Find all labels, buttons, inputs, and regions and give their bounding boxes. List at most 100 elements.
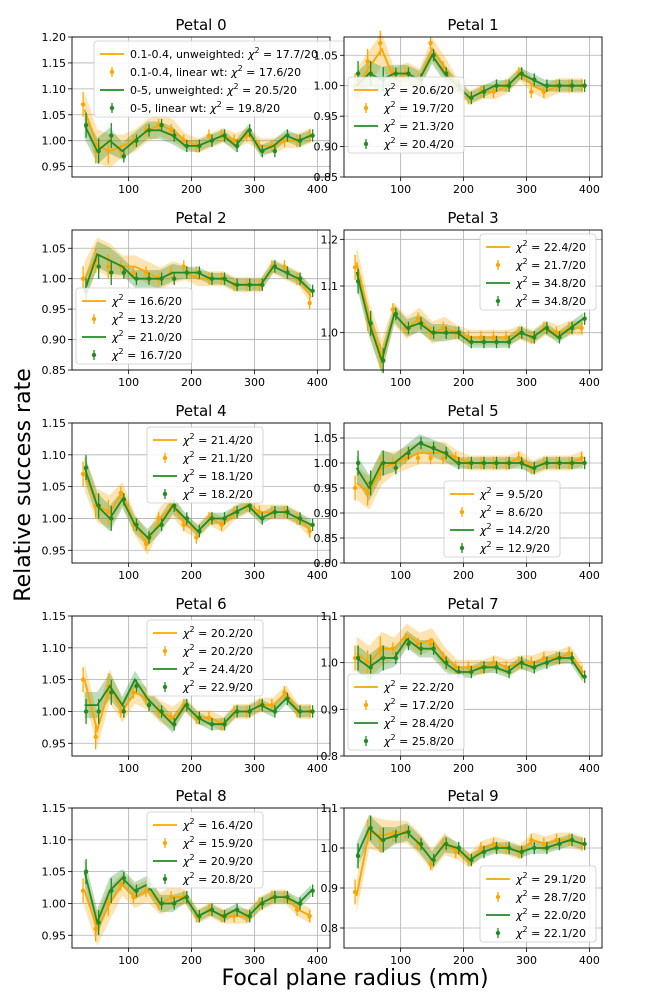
data-point bbox=[569, 655, 575, 661]
data-point bbox=[143, 270, 149, 275]
legend-entry: χ2 = 18.1/20 bbox=[182, 468, 253, 483]
y-tick-label: 1.05 bbox=[42, 109, 67, 122]
legend: χ2 = 20.6/20 χ2 = 19.7/20 χ2 = 21.3/20 χ2 =… bbox=[347, 76, 465, 154]
legend-entry: χ2 = 8.6/20 bbox=[479, 504, 543, 519]
data-point bbox=[294, 907, 300, 913]
y-axis-label: Relative success rate bbox=[11, 368, 36, 601]
legend-entry: χ2 = 20.2/20 bbox=[182, 643, 253, 658]
y-tick-label: 1.05 bbox=[42, 674, 67, 687]
data-point bbox=[582, 674, 587, 679]
data-point bbox=[234, 509, 240, 515]
legend-entry: χ2 = 21.1/20 bbox=[182, 450, 253, 465]
y-tick-label: 1.00 bbox=[42, 897, 67, 910]
x-tick-label: 300 bbox=[516, 376, 537, 389]
data-point bbox=[381, 460, 386, 466]
data-point bbox=[260, 148, 265, 154]
data-point bbox=[181, 264, 186, 269]
y-tick-label: 1.1 bbox=[321, 802, 339, 815]
data-point bbox=[506, 845, 512, 851]
x-tick-label: 400 bbox=[307, 954, 328, 967]
band-0-5-unweighted bbox=[84, 112, 312, 165]
legend-box bbox=[146, 811, 264, 889]
legend-entry: χ2 = 34.8/20 bbox=[515, 275, 586, 290]
data-point bbox=[146, 276, 152, 281]
data-point bbox=[209, 907, 215, 913]
y-tick-label: 1.10 bbox=[42, 83, 67, 96]
legend-entry: χ2 = 16.4/20 bbox=[182, 817, 253, 832]
data-point bbox=[121, 154, 127, 159]
legend-marker-swatch bbox=[495, 298, 501, 304]
y-tick-label: 0.90 bbox=[314, 507, 339, 520]
y-tick-label: 1.05 bbox=[42, 242, 67, 255]
data-point bbox=[428, 40, 433, 46]
data-point bbox=[579, 325, 584, 331]
data-point bbox=[118, 882, 124, 887]
data-point bbox=[131, 690, 136, 695]
data-point bbox=[83, 465, 89, 470]
data-point bbox=[307, 913, 312, 919]
data-point bbox=[469, 460, 474, 466]
legend-box bbox=[479, 865, 597, 943]
data-point bbox=[494, 83, 499, 88]
x-tick-label: 300 bbox=[516, 762, 537, 775]
data-point bbox=[431, 330, 436, 335]
legend: χ2 = 20.2/20 χ2 = 20.2/20 χ2 = 24.4/20 χ2 =… bbox=[146, 619, 264, 697]
legend-box bbox=[75, 287, 193, 365]
data-point bbox=[118, 490, 124, 496]
y-tick-label: 1.1 bbox=[321, 610, 339, 623]
panel-petal-6: 0.95 1.00 1.05 1.10 1.15 100 200 300 400 Petal 6 χ… bbox=[42, 595, 331, 775]
data-point bbox=[494, 339, 499, 345]
y-tick-label: 1.0 bbox=[321, 327, 339, 340]
panel-petal-5: 0.80 0.85 0.90 0.95 1.00 1.05 100 200 300 400 Peta… bbox=[314, 402, 603, 582]
panel-petal-3: 1.0 1.1 1.2 100 200 300 400 Petal 3 χ2 = 22.4/20… bbox=[321, 209, 603, 389]
data-point bbox=[159, 522, 164, 528]
data-point bbox=[355, 655, 361, 661]
legend-entry: χ2 = 22.1/20 bbox=[515, 925, 586, 940]
data-point bbox=[231, 138, 237, 143]
data-point bbox=[260, 282, 265, 287]
data-point bbox=[532, 335, 537, 340]
data-point bbox=[310, 133, 315, 138]
data-point bbox=[466, 335, 471, 340]
data-point bbox=[541, 841, 547, 847]
data-point bbox=[481, 849, 487, 855]
data-point bbox=[143, 541, 149, 547]
axes-frame bbox=[343, 36, 603, 178]
data-point bbox=[222, 913, 227, 919]
data-point bbox=[443, 450, 449, 456]
data-point bbox=[310, 522, 315, 528]
legend-entry: χ2 = 18.2/20 bbox=[182, 486, 253, 501]
data-point bbox=[93, 926, 98, 932]
data-point bbox=[171, 133, 177, 138]
data-point bbox=[134, 888, 139, 893]
data-point bbox=[209, 516, 215, 521]
data-point bbox=[544, 460, 550, 466]
data-point bbox=[109, 888, 114, 893]
x-tick-label: 400 bbox=[579, 762, 600, 775]
legend-marker-swatch bbox=[109, 105, 115, 111]
data-point bbox=[159, 901, 164, 906]
data-point bbox=[247, 709, 252, 714]
data-point bbox=[393, 833, 399, 839]
legend-entry: 0.1-0.4, unweighted: χ2 = 17.7/20 bbox=[130, 46, 318, 61]
y-tick-label: 1.15 bbox=[42, 802, 67, 815]
legend-entry: χ2 = 19.7/20 bbox=[383, 100, 454, 115]
data-point bbox=[506, 83, 512, 88]
panel-petal-2: 0.85 0.90 0.95 1.00 1.05 100 200 300 400 Petal 2 χ… bbox=[42, 209, 331, 389]
y-tick-label: 0.80 bbox=[314, 557, 339, 570]
band-0-1-0-4-unweighted bbox=[84, 873, 312, 946]
x-tick-label: 100 bbox=[390, 183, 411, 196]
data-point bbox=[159, 709, 164, 714]
data-point bbox=[368, 71, 373, 76]
legend: χ2 = 22.4/20 χ2 = 21.7/20 χ2 = 34.8/20 χ2 =… bbox=[479, 233, 597, 311]
y-tick-label: 0.8 bbox=[321, 750, 339, 763]
y-tick-label: 0.90 bbox=[314, 141, 339, 154]
axes-frame bbox=[343, 422, 603, 564]
panel-petal-4: 0.95 1.00 1.05 1.10 1.15 100 200 300 400 Petal 4 χ… bbox=[42, 402, 331, 582]
data-point bbox=[466, 665, 471, 670]
y-tick-label: 1.00 bbox=[42, 705, 67, 718]
data-point bbox=[93, 734, 98, 740]
data-point bbox=[272, 709, 278, 714]
data-point bbox=[285, 894, 290, 900]
